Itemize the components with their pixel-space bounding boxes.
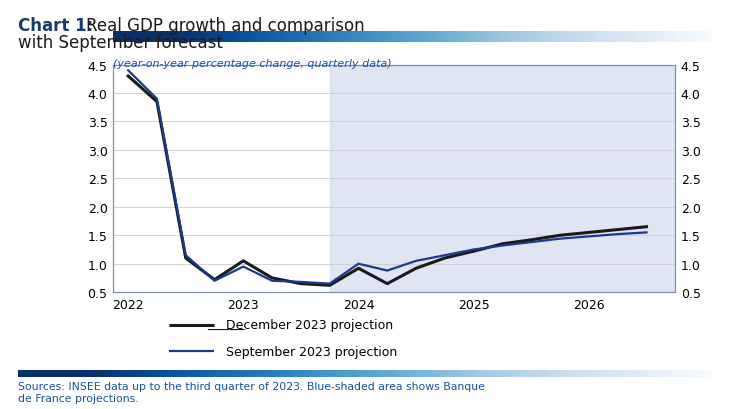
Bar bbox=[330, 65, 675, 292]
Text: ─────: ───── bbox=[207, 323, 245, 336]
Text: with September forecast: with September forecast bbox=[18, 34, 223, 52]
Text: Sources: INSEE data up to the third quarter of 2023. Blue-shaded area shows Banq: Sources: INSEE data up to the third quar… bbox=[18, 381, 485, 403]
Text: September 2023 projection: September 2023 projection bbox=[226, 345, 397, 358]
Text: December 2023 projection: December 2023 projection bbox=[226, 319, 393, 332]
Text: Chart 1:: Chart 1: bbox=[18, 17, 93, 35]
Text: Real GDP growth and comparison: Real GDP growth and comparison bbox=[86, 17, 365, 35]
Text: (year-on-year percentage change, quarterly data): (year-on-year percentage change, quarter… bbox=[113, 59, 392, 69]
